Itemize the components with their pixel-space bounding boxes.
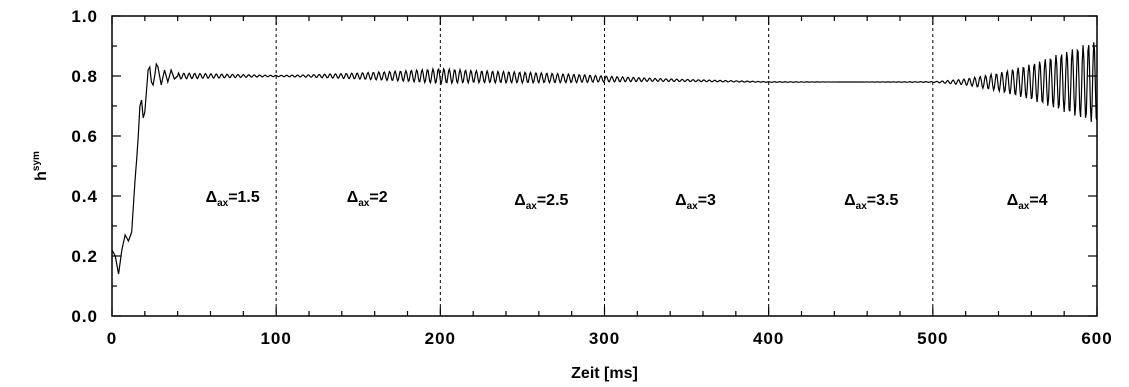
x-tick-label: 400 xyxy=(753,329,784,348)
region-label: Δax=4 xyxy=(1007,192,1048,212)
region-label: Δax=1.5 xyxy=(206,189,260,209)
x-axis-ticks: 0 100 200 300 400 500 600 xyxy=(107,16,1112,348)
x-tick-label: 500 xyxy=(917,329,948,348)
region-label: Δax=2 xyxy=(347,189,388,209)
x-axis-title: Zeit [ms] xyxy=(571,365,638,382)
y-axis-title: hsym xyxy=(31,151,50,181)
region-labels: Δax=1.5 Δax=2 Δax=2.5 Δax=3 Δax=3.5 Δax=4 xyxy=(206,189,1048,212)
y-tick-label: 0.6 xyxy=(71,127,98,146)
y-tick-label: 0.2 xyxy=(71,247,98,266)
region-label: Δax=3.5 xyxy=(844,192,898,212)
x-tick-label: 200 xyxy=(425,329,456,348)
y-tick-label: 0.0 xyxy=(71,307,98,326)
x-tick-label: 0 xyxy=(107,329,117,348)
region-label: Δax=3 xyxy=(675,192,716,212)
region-dividers xyxy=(275,16,934,316)
plot-area: 0 100 200 300 400 500 600 0.0 0.2 0.4 0.6 0.8 1.0 Δ… xyxy=(71,7,1112,348)
y-tick-label: 0.8 xyxy=(71,67,98,86)
series-line xyxy=(111,42,1098,275)
y-axis-ticks: 0.0 0.2 0.4 0.6 0.8 1.0 xyxy=(71,7,1097,326)
x-tick-label: 600 xyxy=(1081,329,1112,348)
y-tick-label: 0.4 xyxy=(71,187,98,206)
y-tick-label: 1.0 xyxy=(71,7,98,26)
x-tick-label: 300 xyxy=(589,329,620,348)
region-label: Δax=2.5 xyxy=(514,192,568,212)
x-tick-label: 100 xyxy=(260,329,291,348)
